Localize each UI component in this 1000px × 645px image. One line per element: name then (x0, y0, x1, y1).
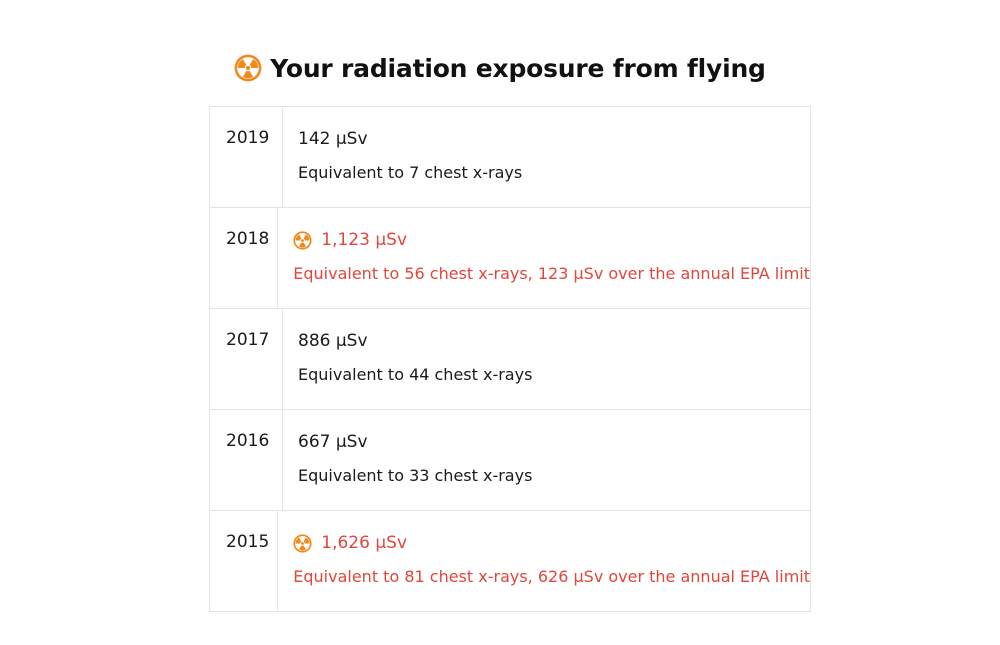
dose-value: 1,123 µSv (321, 230, 408, 250)
exposure-cell: 667 µSv Equivalent to 33 chest x-rays (283, 410, 810, 510)
radioactive-icon (234, 54, 262, 82)
table-row: 2016 667 µSv Equivalent to 33 chest x-ra… (210, 409, 810, 510)
dose-line: 1,123 µSv (293, 229, 810, 251)
dose-line: 886 µSv (298, 330, 810, 352)
year-cell: 2017 (210, 309, 283, 409)
table-row: 2019 142 µSv Equivalent to 7 chest x-ray… (210, 107, 810, 207)
equivalent-text: Equivalent to 44 chest x-rays (298, 365, 533, 384)
dose-value: 1,626 µSv (321, 533, 408, 553)
equivalent-text: Equivalent to 81 chest x-rays, 626 µSv o… (293, 567, 810, 586)
radioactive-icon (293, 230, 312, 250)
exposure-cell: 1,123 µSv Equivalent to 56 chest x-rays,… (278, 208, 810, 308)
exposure-cell: 142 µSv Equivalent to 7 chest x-rays (283, 107, 810, 207)
equivalent-text: Equivalent to 56 chest x-rays, 123 µSv o… (293, 264, 810, 283)
dose-line: 1,626 µSv (293, 532, 810, 554)
year-cell: 2015 (210, 511, 279, 611)
year-cell: 2018 (210, 208, 279, 308)
equivalent-text: Equivalent to 33 chest x-rays (298, 466, 533, 485)
dose-value: 886 µSv (298, 331, 368, 351)
exposure-cell: 1,626 µSv Equivalent to 81 chest x-rays,… (278, 511, 810, 611)
dose-line: 667 µSv (298, 431, 810, 453)
table-row: 2018 1,123 µSv (210, 207, 810, 308)
exposure-cell: 886 µSv Equivalent to 44 chest x-rays (283, 309, 810, 409)
dose-line: 142 µSv (298, 128, 810, 150)
page-title-text: Your radiation exposure from flying (270, 53, 766, 83)
table-row: 2017 886 µSv Equivalent to 44 chest x-ra… (210, 308, 810, 409)
equivalent-text: Equivalent to 7 chest x-rays (298, 163, 523, 182)
page-title: Your radiation exposure from flying (0, 48, 1000, 88)
year-cell: 2016 (210, 410, 283, 510)
dose-value: 142 µSv (298, 129, 368, 149)
dose-value: 667 µSv (298, 432, 368, 452)
table-row: 2015 1,626 µSv (210, 510, 810, 611)
radioactive-icon (293, 533, 312, 553)
year-cell: 2019 (210, 107, 283, 207)
exposure-table: 2019 142 µSv Equivalent to 7 chest x-ray… (209, 106, 811, 612)
